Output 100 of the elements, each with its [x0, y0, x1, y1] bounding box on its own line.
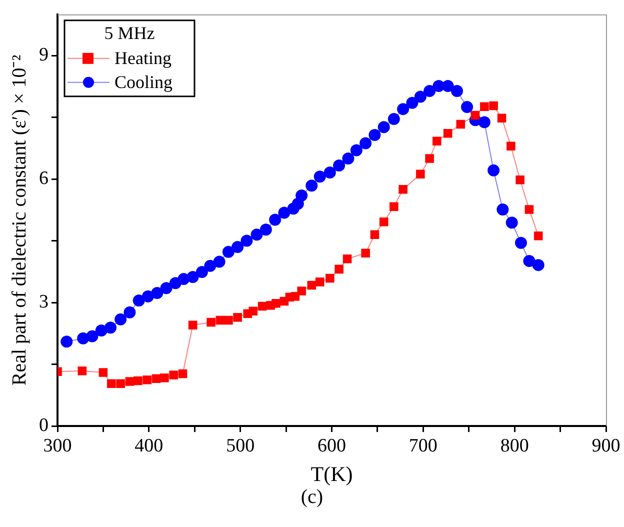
legend-label: Cooling: [114, 72, 173, 92]
point: [314, 170, 326, 183]
y-tick-label: 9: [39, 44, 48, 66]
point: [224, 316, 233, 325]
point: [142, 290, 154, 302]
x-tick-label: 800: [500, 435, 529, 456]
y-tick-label: 0: [39, 414, 48, 436]
point: [297, 286, 306, 296]
point: [424, 84, 436, 97]
point: [296, 190, 308, 202]
point: [480, 102, 489, 111]
point: [60, 336, 73, 348]
x-tick-label: 700: [408, 435, 438, 456]
point: [361, 248, 370, 258]
point: [152, 374, 161, 384]
point: [160, 373, 169, 382]
point: [414, 90, 426, 103]
point: [250, 228, 263, 241]
point: [456, 120, 466, 129]
point: [269, 214, 282, 226]
point: [306, 180, 318, 192]
text: (c): [300, 486, 324, 509]
point: [489, 101, 498, 110]
point: [233, 312, 242, 322]
point: [432, 136, 442, 146]
point: [496, 204, 509, 216]
x-tick-label: 300: [43, 435, 72, 456]
point: [532, 259, 544, 272]
point: [278, 206, 290, 219]
point: [524, 205, 534, 214]
x-tick-label: 900: [592, 435, 620, 456]
point: [116, 379, 125, 388]
point: [114, 313, 127, 326]
point: [379, 217, 388, 226]
point: [132, 294, 145, 306]
point: [442, 80, 454, 92]
point: [534, 231, 543, 240]
point: [461, 101, 474, 114]
point: [443, 128, 452, 138]
point: [398, 184, 408, 194]
point: [378, 121, 390, 134]
point: [95, 324, 108, 337]
point: [488, 164, 500, 176]
point: [478, 116, 490, 128]
point: [342, 254, 352, 264]
point: [326, 274, 334, 283]
point: [315, 278, 324, 286]
x-axis-title: T(K): [310, 462, 353, 486]
point: [390, 202, 398, 212]
point: [497, 114, 506, 123]
legend-label: Heating: [114, 48, 172, 68]
point: [258, 302, 267, 311]
point: [368, 129, 381, 141]
point: [213, 256, 226, 268]
point: [360, 137, 372, 150]
point: [506, 142, 516, 150]
point: [204, 260, 216, 272]
point: [169, 370, 178, 380]
point: [425, 154, 434, 163]
point: [77, 332, 90, 344]
point: [397, 103, 410, 116]
point: [307, 280, 316, 290]
point: [416, 170, 425, 178]
point: [370, 230, 380, 239]
point: [506, 216, 518, 229]
point: [324, 166, 336, 178]
point: [134, 376, 142, 386]
point: [248, 306, 258, 316]
point: [178, 369, 188, 378]
point: [98, 368, 108, 377]
point: [333, 159, 346, 172]
point: [470, 110, 480, 120]
point: [342, 152, 354, 164]
point: [142, 376, 152, 384]
x-tick-label: 500: [226, 435, 255, 456]
point: [516, 175, 524, 184]
y-tick-label: 6: [39, 168, 48, 190]
point: [450, 84, 463, 97]
point: [160, 282, 172, 294]
point: [260, 224, 272, 236]
point: [272, 298, 280, 308]
point: [523, 254, 536, 267]
point: [104, 322, 117, 334]
point: [124, 306, 136, 318]
point: [188, 320, 198, 330]
y-tick-label: 3: [39, 292, 48, 313]
y-axis-title: Real part of dielectric constant (ε′) × 10⁻²: [8, 54, 30, 386]
x-tick-label: 600: [318, 435, 346, 456]
x-tick-label: 400: [134, 435, 164, 456]
point: [232, 240, 244, 253]
point: [334, 264, 344, 274]
point: [78, 366, 87, 376]
point: [186, 271, 199, 283]
point: [240, 234, 253, 247]
point: [206, 318, 216, 327]
point: [350, 144, 362, 156]
point: [388, 112, 400, 125]
point: [196, 266, 208, 278]
point: [514, 236, 527, 249]
point: [107, 379, 116, 388]
